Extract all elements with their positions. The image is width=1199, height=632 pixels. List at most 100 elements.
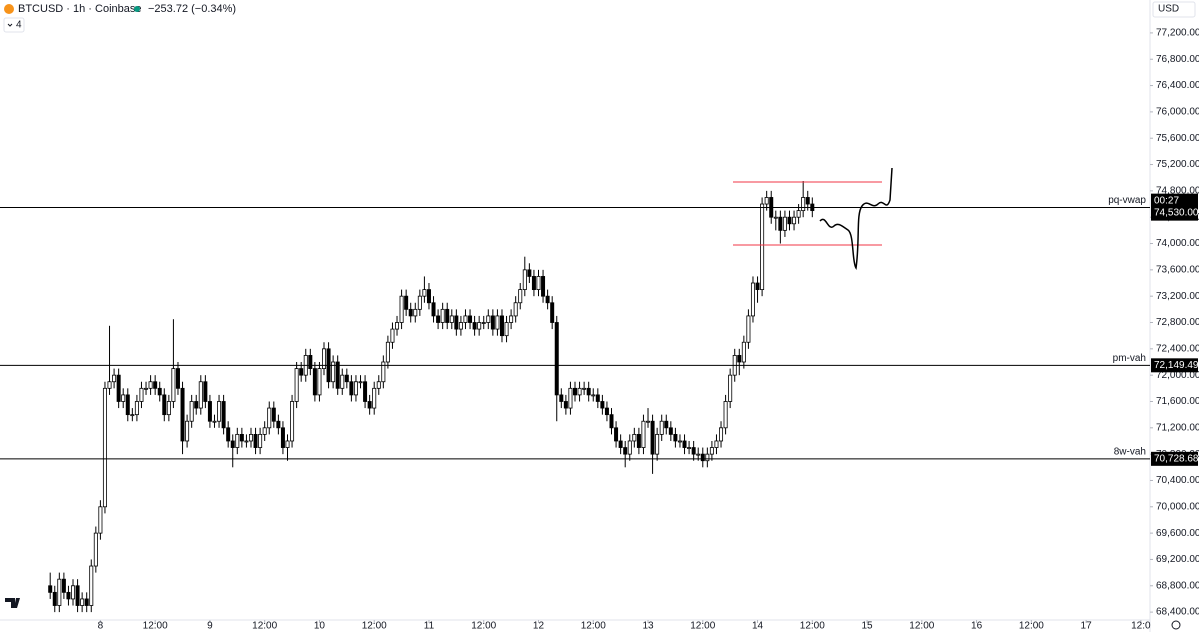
y-tick-label: 73,200.00 xyxy=(1156,291,1199,302)
candle-body xyxy=(290,401,295,442)
candle-body xyxy=(93,532,98,567)
candle-body xyxy=(550,302,555,323)
candle-body xyxy=(244,440,249,443)
level-price-box xyxy=(1151,451,1198,466)
candle-body xyxy=(805,197,810,205)
currency-button[interactable] xyxy=(1152,1,1196,18)
candle-body xyxy=(573,387,578,396)
level-price: 70,728.68 xyxy=(1154,453,1199,464)
candle-body xyxy=(773,216,778,219)
candle-body xyxy=(308,355,313,369)
candle-body xyxy=(463,315,468,323)
candle-body xyxy=(98,506,103,534)
candle-body xyxy=(691,447,696,455)
candle-body xyxy=(632,433,637,442)
market-status xyxy=(134,6,140,12)
candle-body xyxy=(212,420,217,423)
candle-body xyxy=(276,420,281,429)
candle-body xyxy=(490,315,495,330)
drawings xyxy=(733,167,893,271)
x-tick-label: 10 xyxy=(314,621,326,632)
candle-body xyxy=(422,289,427,297)
candle-body xyxy=(531,276,536,290)
candle-body xyxy=(563,401,568,409)
candle-body xyxy=(203,381,208,402)
candle-body xyxy=(363,381,368,402)
candle-body xyxy=(112,374,117,383)
candle-body xyxy=(518,289,523,304)
x-tick-label: 12 xyxy=(533,621,545,632)
candle-body xyxy=(331,361,336,383)
candle-body xyxy=(568,387,573,409)
settings[interactable] xyxy=(1171,620,1181,630)
candle-body xyxy=(322,348,327,369)
candle-body xyxy=(381,361,386,383)
candle-body xyxy=(71,585,76,600)
candle-body xyxy=(700,453,705,462)
indicator-toggle[interactable] xyxy=(3,17,25,33)
candle-body xyxy=(376,381,381,389)
candle-body xyxy=(760,203,765,290)
candle-body xyxy=(741,341,746,363)
candle-body xyxy=(582,387,587,390)
y-tick-label: 69,600.00 xyxy=(1156,528,1199,539)
candle-body xyxy=(705,453,710,462)
candle-body xyxy=(75,585,80,606)
candle-body xyxy=(267,407,272,429)
x-tick-label: 12:0 xyxy=(1131,621,1151,632)
candle-body xyxy=(262,427,267,435)
candle-body xyxy=(591,394,596,397)
candle-body xyxy=(477,322,482,330)
x-tick-label: 12:00 xyxy=(252,621,277,632)
candle-body xyxy=(294,368,299,402)
candle-body xyxy=(171,368,176,402)
freehand-path xyxy=(819,167,893,271)
candle-body xyxy=(52,591,57,606)
candle-body xyxy=(445,308,450,323)
candle-body xyxy=(504,322,509,337)
candle-body xyxy=(509,315,514,323)
change: −253.72 (−0.34%) xyxy=(148,3,236,15)
candle-body xyxy=(609,414,614,429)
candle-body xyxy=(468,315,473,323)
candle-body xyxy=(696,453,701,456)
candle-body xyxy=(600,401,605,409)
candle-body xyxy=(682,440,687,448)
candle-body xyxy=(89,565,94,606)
candle-body xyxy=(66,591,71,600)
candle-body xyxy=(48,585,53,593)
candle-body xyxy=(646,420,651,423)
x-tick-label: 14 xyxy=(752,621,764,632)
candle-body xyxy=(426,289,431,304)
candle-body xyxy=(125,394,130,416)
last-price: 74,530.00 xyxy=(1154,207,1199,218)
candle-body xyxy=(677,440,682,443)
candle-body xyxy=(239,433,244,442)
candle-body xyxy=(344,374,349,383)
candle-body xyxy=(618,440,623,448)
x-tick-label: 12:00 xyxy=(471,621,496,632)
candle-body xyxy=(673,433,678,442)
y-tick-label: 68,400.00 xyxy=(1156,607,1199,618)
candle-body xyxy=(253,433,258,448)
logo xyxy=(5,598,20,608)
candle-body xyxy=(417,295,422,310)
candle-body xyxy=(226,427,231,442)
candle-body xyxy=(395,322,400,330)
y-tick-label: 74,000.00 xyxy=(1156,238,1199,249)
candle-body xyxy=(623,447,628,455)
candle-body xyxy=(641,420,646,448)
x-tick-label: 17 xyxy=(1081,621,1093,632)
y-tick-label: 70,400.00 xyxy=(1156,475,1199,486)
candle-body xyxy=(57,578,62,606)
y-tick-label: 71,600.00 xyxy=(1156,396,1199,407)
candle-body xyxy=(755,282,760,290)
candle-body xyxy=(440,308,445,323)
candle-body xyxy=(586,387,591,396)
candle-body xyxy=(408,308,413,317)
candle-body xyxy=(175,368,180,389)
candle-body xyxy=(659,420,664,435)
chevron xyxy=(7,23,13,27)
candle-body xyxy=(481,322,486,324)
